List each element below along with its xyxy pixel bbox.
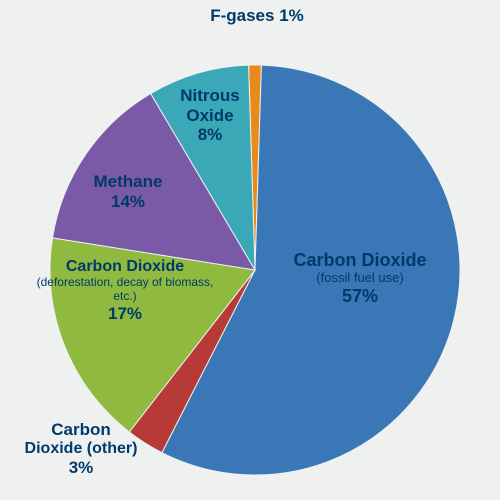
label-co2-fossil-fuel: Carbon Dioxide(fossil fuel use)57%	[270, 250, 450, 306]
label-co2-deforestation: Carbon Dioxide(deforestation, decay of b…	[30, 258, 220, 324]
label-co2-other: CarbonDioxide (other)3%	[0, 420, 166, 477]
label-f-gases: F-gases 1%	[182, 6, 332, 26]
chart-stage: { "chart": { "type": "pie", "cx": 255, "…	[0, 0, 500, 500]
label-nitrous-oxide: NitrousOxide8%	[155, 86, 265, 145]
label-methane: Methane14%	[68, 172, 188, 211]
